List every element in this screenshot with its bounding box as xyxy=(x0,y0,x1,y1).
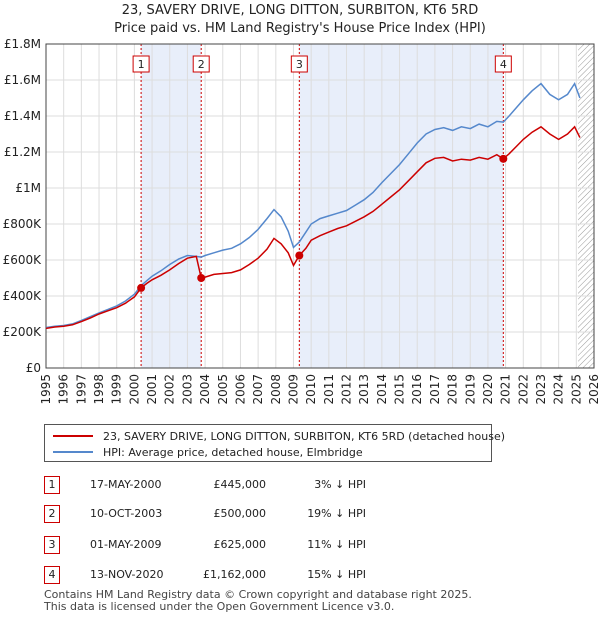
x-tick-label: 2011 xyxy=(322,374,336,405)
shaded-region xyxy=(141,44,202,368)
sale-row: 2 10-OCT-2003 £500,000 19% ↓ HPI xyxy=(44,505,564,525)
x-tick-label: 1996 xyxy=(57,374,71,405)
x-tick-label: 2013 xyxy=(357,374,371,405)
legend-label-property: 23, SAVERY DRIVE, LONG DITTON, SURBITON,… xyxy=(103,429,506,443)
plot-frame xyxy=(45,43,595,369)
sale-hpi-diff: 19% ↓ HPI xyxy=(307,507,366,520)
legend-label-hpi: HPI: Average price, detached house, Elmb… xyxy=(103,445,363,459)
legend-swatch-property xyxy=(53,435,93,437)
x-tick-label: 2003 xyxy=(180,374,194,405)
x-tick-label: 1997 xyxy=(74,374,88,405)
sale-price: £445,000 xyxy=(213,478,267,491)
sale-date: 01-MAY-2009 xyxy=(90,538,162,551)
x-tick-label: 2002 xyxy=(163,374,177,405)
sale-marker-label: 3 xyxy=(296,58,303,71)
sale-price: £500,000 xyxy=(213,507,267,520)
x-tick-label: 2017 xyxy=(428,374,442,405)
x-tick-label: 2007 xyxy=(251,374,265,405)
x-tick-label: 2009 xyxy=(286,374,300,405)
sale-point xyxy=(197,274,206,282)
y-tick-label: £1.8M xyxy=(4,37,41,51)
x-tick-label: 2020 xyxy=(481,374,495,405)
x-tick-label: 2025 xyxy=(569,374,583,405)
x-tick-label: 2012 xyxy=(340,374,354,405)
y-tick-label: £0 xyxy=(26,361,41,375)
sale-marker-label: 4 xyxy=(500,58,507,71)
x-tick-label: 2023 xyxy=(534,374,548,405)
sale-marker-box xyxy=(494,55,512,73)
sale-marker-box xyxy=(192,55,210,73)
sale-number-badge: 3 xyxy=(44,536,60,554)
sale-marker-box xyxy=(290,55,308,73)
sale-hpi-diff: 11% ↓ HPI xyxy=(307,538,366,551)
chart-title: 23, SAVERY DRIVE, LONG DITTON, SURBITON,… xyxy=(122,3,479,18)
sale-point xyxy=(295,251,304,260)
footer-license: This data is licensed under the Open Gov… xyxy=(44,600,395,613)
legend-swatch-hpi xyxy=(53,451,93,453)
x-tick-label: 2014 xyxy=(375,374,389,405)
sale-date: 13-NOV-2020 xyxy=(90,568,164,581)
sale-number-badge: 4 xyxy=(44,566,60,584)
sale-hpi-diff: 15% ↓ HPI xyxy=(307,568,366,581)
x-tick-label: 2024 xyxy=(552,374,566,405)
x-tick-label: 2015 xyxy=(393,374,407,405)
x-tick-label: 2001 xyxy=(145,374,159,405)
legend-item-hpi: HPI: Average price, detached house, Elmb… xyxy=(53,444,363,460)
sale-row: 4 13-NOV-2020 £1,162,000 15% ↓ HPI xyxy=(44,566,564,586)
sale-number-badge: 2 xyxy=(44,505,60,523)
sale-row: 3 01-MAY-2009 £625,000 11% ↓ HPI xyxy=(44,536,564,556)
x-tick-label: 1999 xyxy=(110,374,124,405)
y-tick-label: £600K xyxy=(3,253,43,267)
x-tick-label: 2004 xyxy=(198,374,212,405)
sale-marker-label: 2 xyxy=(198,58,205,71)
footer-copyright: Contains HM Land Registry data © Crown c… xyxy=(44,588,472,601)
x-tick-label: 1995 xyxy=(39,374,53,405)
x-tick-label: 2006 xyxy=(233,374,247,405)
sale-row: 1 17-MAY-2000 £445,000 3% ↓ HPI xyxy=(44,476,564,496)
sale-price: £625,000 xyxy=(213,538,267,551)
sale-point xyxy=(137,283,146,292)
x-tick-label: 1998 xyxy=(92,374,106,405)
sale-marker-label: 1 xyxy=(138,58,145,71)
sale-hpi-diff: 3% ↓ HPI xyxy=(314,478,366,491)
x-tick-label: 2000 xyxy=(127,374,141,405)
y-tick-label: £1.4M xyxy=(4,109,41,123)
x-tick-label: 2019 xyxy=(463,374,477,405)
x-tick-label: 2026 xyxy=(587,374,600,405)
shaded-region xyxy=(299,44,504,368)
plot-area: £0 £200K £400K £600K £800K £1M £1.2M £1.4M £1.6M… xyxy=(3,37,600,405)
y-tick-label: £800K xyxy=(3,217,43,231)
y-tick-label: £1M xyxy=(15,181,41,195)
sale-date: 10-OCT-2003 xyxy=(90,507,163,520)
y-tick-label: £1.2M xyxy=(4,145,41,159)
price-chart: 23, SAVERY DRIVE, LONG DITTON, SURBITON,… xyxy=(3,3,600,405)
footer: Contains HM Land Registry data © Crown c… xyxy=(44,589,472,613)
sale-date: 17-MAY-2000 xyxy=(90,478,162,491)
x-tick-label: 2005 xyxy=(216,374,230,405)
y-tick-label: £200K xyxy=(3,325,43,339)
sale-number-badge: 1 xyxy=(44,476,60,494)
chart-subtitle: Price paid vs. HM Land Registry's House … xyxy=(114,21,486,36)
x-tick-label: 2016 xyxy=(410,374,424,405)
x-tick-label: 2018 xyxy=(446,374,460,405)
x-tick-label: 2010 xyxy=(304,374,318,405)
y-tick-label: £400K xyxy=(3,289,43,303)
hatched-future-region xyxy=(578,44,594,368)
x-tick-label: 2022 xyxy=(516,374,530,405)
sale-point xyxy=(499,154,508,163)
y-tick-label: £1.6M xyxy=(4,73,41,87)
sale-price: £1,162,000 xyxy=(203,568,266,581)
sale-marker-box xyxy=(132,55,150,73)
x-tick-label: 2008 xyxy=(269,374,283,405)
x-tick-label: 2021 xyxy=(499,374,513,405)
legend: 23, SAVERY DRIVE, LONG DITTON, SURBITON,… xyxy=(44,424,505,462)
legend-item-property: 23, SAVERY DRIVE, LONG DITTON, SURBITON,… xyxy=(53,428,505,444)
